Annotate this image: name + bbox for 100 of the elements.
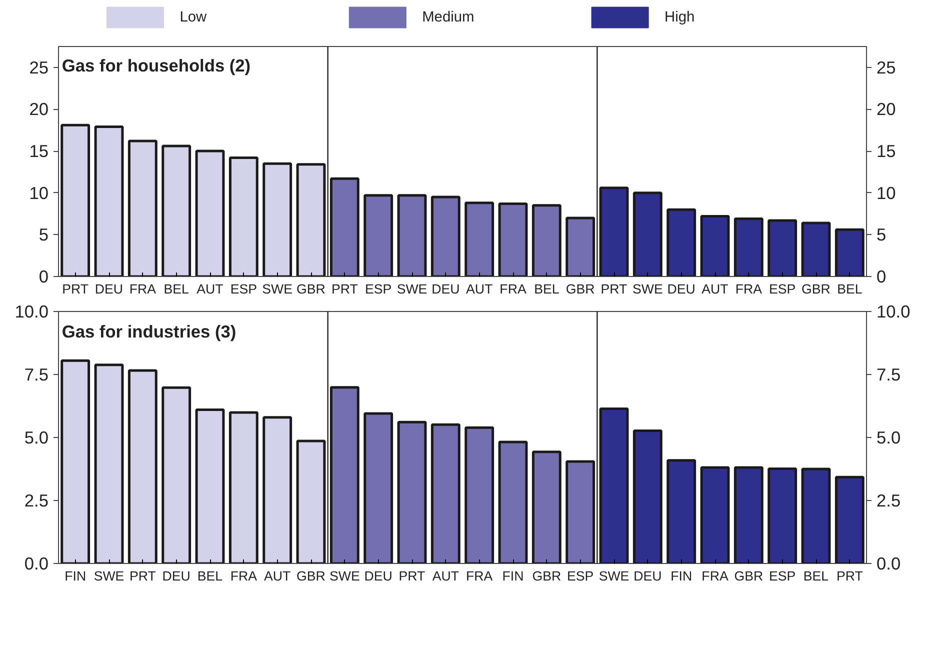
x-tick-label: AUT [466, 282, 493, 296]
bar [162, 386, 192, 564]
x-tick-label: BEL [837, 282, 862, 296]
bar [364, 194, 394, 276]
y2-tick-label: 10 [876, 182, 896, 203]
text: Gas for households (2) [62, 56, 251, 76]
x-tick-label: AUT [432, 568, 460, 584]
x-tick-label: GBR [296, 282, 326, 296]
x-tick-label: DEU [364, 568, 392, 584]
bar [700, 466, 730, 564]
bar [128, 140, 158, 276]
x-tick-label: DEU [432, 282, 460, 296]
bar [430, 196, 460, 276]
x-tick-label: ESP [769, 282, 796, 296]
y-tick-label: 5 [38, 224, 49, 245]
bar [430, 423, 460, 564]
x-tick-label: PRT [62, 282, 89, 296]
x-tick-label: AUT [702, 282, 728, 296]
x-tick-label: BEL [197, 568, 223, 584]
x-tick-label: FRA [702, 568, 728, 584]
y2-tick-label: 20 [876, 99, 896, 120]
x-tick-label: FRA [230, 568, 258, 584]
x-tick-label: FRA [466, 568, 493, 584]
bar [195, 150, 225, 276]
x-tick-label: FIN [502, 568, 524, 584]
y2-tick-label: 0 [876, 266, 886, 286]
y-tick-label: 10 [29, 182, 49, 203]
x-tick-label: GBR [566, 282, 595, 296]
y2-tick-label: 2.5 [876, 490, 901, 510]
x-tick-label: AUT [196, 282, 224, 296]
x-tick-label: ESP [365, 282, 392, 296]
y-tick-label: 10.0 [14, 302, 49, 322]
y-tick-label: 7.5 [24, 364, 49, 384]
y2-tick-label: 10.0 [876, 302, 910, 322]
x-tick-label: FRA [500, 282, 526, 296]
y2-tick-label: 5 [876, 224, 886, 245]
y-tick-label: 20 [29, 99, 49, 120]
x-tick-label: ESP [769, 568, 796, 584]
y-tick-label: 5.0 [24, 428, 49, 448]
x-tick-label: FRA [129, 282, 156, 296]
bar [801, 468, 831, 564]
x-tick-label: PRT [398, 568, 426, 584]
bar [228, 411, 258, 564]
x-tick-label: SWE [396, 282, 428, 296]
legend-label: Medium [422, 10, 474, 26]
x-tick-label: GBR [532, 568, 562, 584]
bar [228, 156, 258, 276]
x-tick-label: ESP [567, 568, 594, 584]
y2-tick-label: 7.5 [876, 364, 901, 384]
x-tick-label: BEL [534, 282, 560, 296]
bar [364, 412, 394, 564]
x-tick-label: FIN [670, 568, 692, 584]
y-tick-label: 0 [38, 266, 49, 286]
x-tick-label: GBR [802, 282, 830, 296]
bar [666, 459, 696, 564]
x-tick-label: DEU [667, 282, 696, 296]
y2-tick-label: 5.0 [876, 428, 901, 448]
y-tick-label: 15 [29, 141, 49, 162]
x-tick-label: SWE [598, 568, 630, 584]
x-tick-label: AUT [264, 568, 291, 584]
bar [128, 369, 158, 564]
x-tick-label: SWE [262, 282, 293, 296]
bar [94, 364, 124, 564]
bar [632, 192, 662, 276]
bar [734, 466, 764, 564]
bar [768, 468, 798, 564]
x-tick-label: DEU [94, 282, 124, 296]
x-tick-label: DEU [162, 568, 190, 584]
x-tick-label: SWE [632, 282, 663, 296]
bar [834, 228, 864, 276]
bar [532, 204, 562, 276]
x-tick-label: GBR [296, 568, 326, 584]
bar [498, 202, 528, 276]
bar [666, 208, 696, 276]
x-tick-label: SWE [94, 568, 124, 584]
y2-tick-label: 15 [876, 141, 896, 162]
bar [94, 126, 124, 276]
x-tick-label: GBR [734, 568, 764, 584]
x-tick-label: PRT [836, 568, 863, 584]
bar [834, 476, 864, 564]
x-tick-label: PRT [600, 282, 628, 296]
x-tick-label: SWE [329, 568, 360, 584]
text: Gas for industries (3) [62, 322, 236, 342]
legend-label: High [664, 10, 695, 26]
bar [498, 440, 528, 564]
x-tick-label: ESP [230, 282, 258, 296]
bar [768, 219, 798, 276]
y-tick-label: 2.5 [24, 490, 49, 510]
x-tick-label: DEU [634, 568, 662, 584]
bar [734, 218, 764, 276]
bar [195, 408, 225, 564]
bar [397, 194, 427, 276]
bar [464, 426, 494, 564]
bar [262, 162, 292, 276]
bar [262, 416, 292, 564]
bar [162, 144, 192, 276]
bar [397, 420, 427, 564]
bar [60, 124, 90, 276]
bar [700, 215, 730, 276]
x-tick-label: BEL [164, 282, 189, 296]
